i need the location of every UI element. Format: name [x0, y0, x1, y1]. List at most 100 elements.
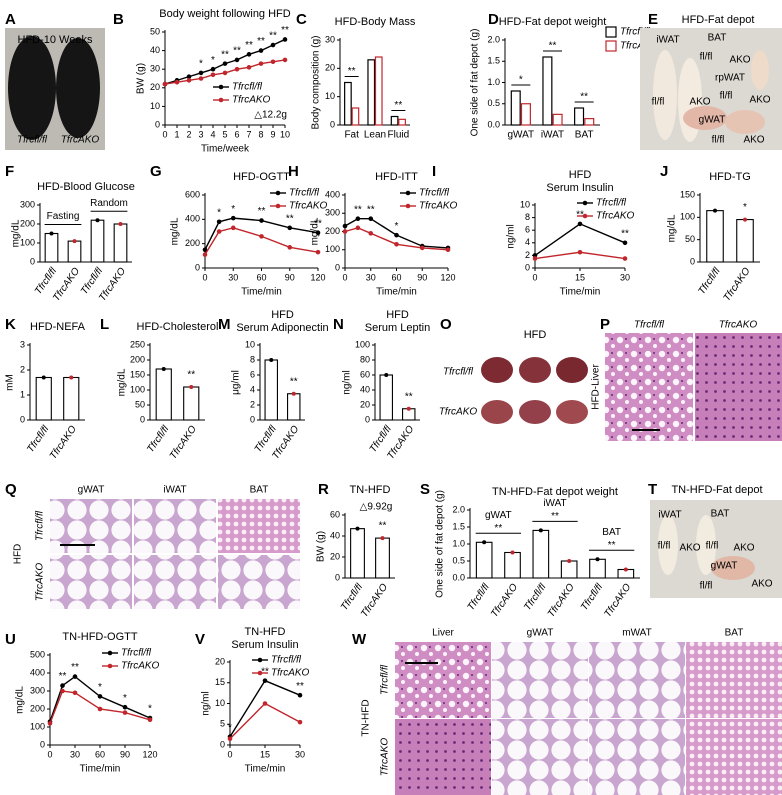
- panel-letter: C: [296, 11, 307, 28]
- y-tick-label: 8: [525, 212, 530, 222]
- x-tick-label: 2: [186, 129, 191, 139]
- y-tick-label: 200: [325, 226, 340, 236]
- chart-title: HFD-Body Mass: [335, 16, 416, 28]
- x-tick-label: 1: [174, 129, 179, 139]
- significance: **: [394, 100, 402, 111]
- legend-label: TfrcAKO: [271, 668, 310, 679]
- image: [134, 499, 216, 553]
- data-point: [282, 57, 288, 63]
- y-tick-label: 100: [130, 384, 145, 394]
- x-tick-label: 60: [95, 749, 105, 759]
- significance: **: [245, 40, 253, 51]
- y-tick-label: 150: [130, 369, 145, 379]
- bar: [736, 219, 754, 263]
- x-tick-label: 120: [142, 749, 157, 759]
- image-object: [556, 400, 588, 424]
- chart-subtitle: Serum Insulin: [231, 639, 298, 651]
- image: [492, 719, 588, 795]
- bar: [374, 56, 383, 126]
- bar: [510, 90, 521, 126]
- data-point: [622, 240, 628, 246]
- side-label: TN-HFD: [361, 699, 372, 736]
- y-tick-label: 0: [330, 119, 335, 129]
- image-label: TfrcAKO: [61, 135, 100, 146]
- data-point: [532, 256, 538, 261]
- panel-letter: R: [318, 481, 329, 498]
- significance: **: [405, 391, 413, 402]
- image-label: iWAT: [656, 35, 679, 46]
- x-tick-label: 0: [162, 129, 167, 139]
- image-object: [711, 556, 755, 580]
- legend-label: TfrcAKO: [232, 95, 271, 106]
- x-tick-label: 30: [366, 272, 376, 282]
- bar-dot: [72, 239, 77, 244]
- x-tick-label: 3: [198, 129, 203, 139]
- y-tick-label: 0.0: [452, 572, 465, 582]
- bar-dot: [482, 540, 487, 545]
- bar-dot: [567, 559, 572, 563]
- y-axis-label: One side of fat depot (g): [435, 490, 446, 598]
- bar-dot: [510, 550, 515, 555]
- bar-dot: [291, 391, 296, 396]
- bar-dot: [406, 406, 411, 411]
- x-tick-label: 0: [47, 749, 52, 759]
- y-tick-label: 400: [185, 214, 200, 224]
- column-label: gWAT: [527, 628, 554, 639]
- bar: [344, 81, 352, 126]
- bar: [367, 59, 376, 126]
- legend-marker: [275, 190, 281, 196]
- image: [218, 499, 300, 553]
- significance: **: [608, 540, 616, 551]
- data-point: [60, 683, 65, 688]
- image: [492, 642, 588, 718]
- x-tick-label: TfrcAKO: [722, 266, 753, 304]
- data-point: [258, 48, 264, 53]
- panel-letter: V: [195, 631, 205, 648]
- data-point: [122, 704, 128, 710]
- bar: [390, 115, 399, 126]
- y-tick-label: 0: [40, 739, 45, 749]
- image-label: iWAT: [658, 510, 681, 521]
- x-axis-label: Time/min: [560, 287, 601, 298]
- significance: *: [199, 59, 203, 70]
- legend-marker: [107, 650, 113, 656]
- image-object: [56, 38, 100, 138]
- bar-dot: [380, 536, 385, 541]
- y-tick-label: 0: [690, 256, 695, 266]
- panel-letter: G: [150, 163, 162, 180]
- data-point: [622, 256, 628, 261]
- chart-subtitle: Serum Adiponectin: [236, 322, 328, 334]
- image-label: AKO: [729, 55, 750, 66]
- significance: *: [98, 682, 102, 693]
- image-title: HFD-Fat depot: [682, 14, 755, 26]
- x-tick-label: Fat: [344, 130, 359, 141]
- row-label: Tfrcfl/fl: [443, 367, 474, 378]
- panel-letter: O: [440, 316, 452, 333]
- image: [395, 719, 491, 795]
- bar: [532, 529, 550, 579]
- bar: [542, 56, 553, 126]
- data-point: [315, 230, 321, 236]
- chart-subtitle: Serum Leptin: [365, 322, 430, 334]
- data-point: [186, 78, 192, 83]
- bar-dot: [161, 367, 166, 371]
- data-point: [122, 710, 128, 715]
- x-tick-label: 90: [120, 749, 130, 759]
- bar-dot: [384, 373, 389, 377]
- y-tick-label: 10: [215, 698, 225, 708]
- bar: [35, 376, 52, 421]
- image-label: gWAT: [699, 115, 726, 126]
- significance: **: [290, 376, 298, 387]
- image-label: fl/fl: [700, 52, 713, 63]
- y-tick-label: 100: [325, 244, 340, 254]
- data-point: [97, 706, 103, 712]
- data-point: [234, 66, 240, 72]
- y-tick-label: 200: [130, 354, 145, 364]
- image-object: [556, 357, 588, 383]
- panel-letter: M: [218, 316, 231, 333]
- chart-title: TN-HFD: [245, 626, 286, 638]
- y-tick-label: 0: [525, 262, 530, 272]
- significance: *: [148, 704, 152, 715]
- y-tick-label: 0: [30, 256, 35, 266]
